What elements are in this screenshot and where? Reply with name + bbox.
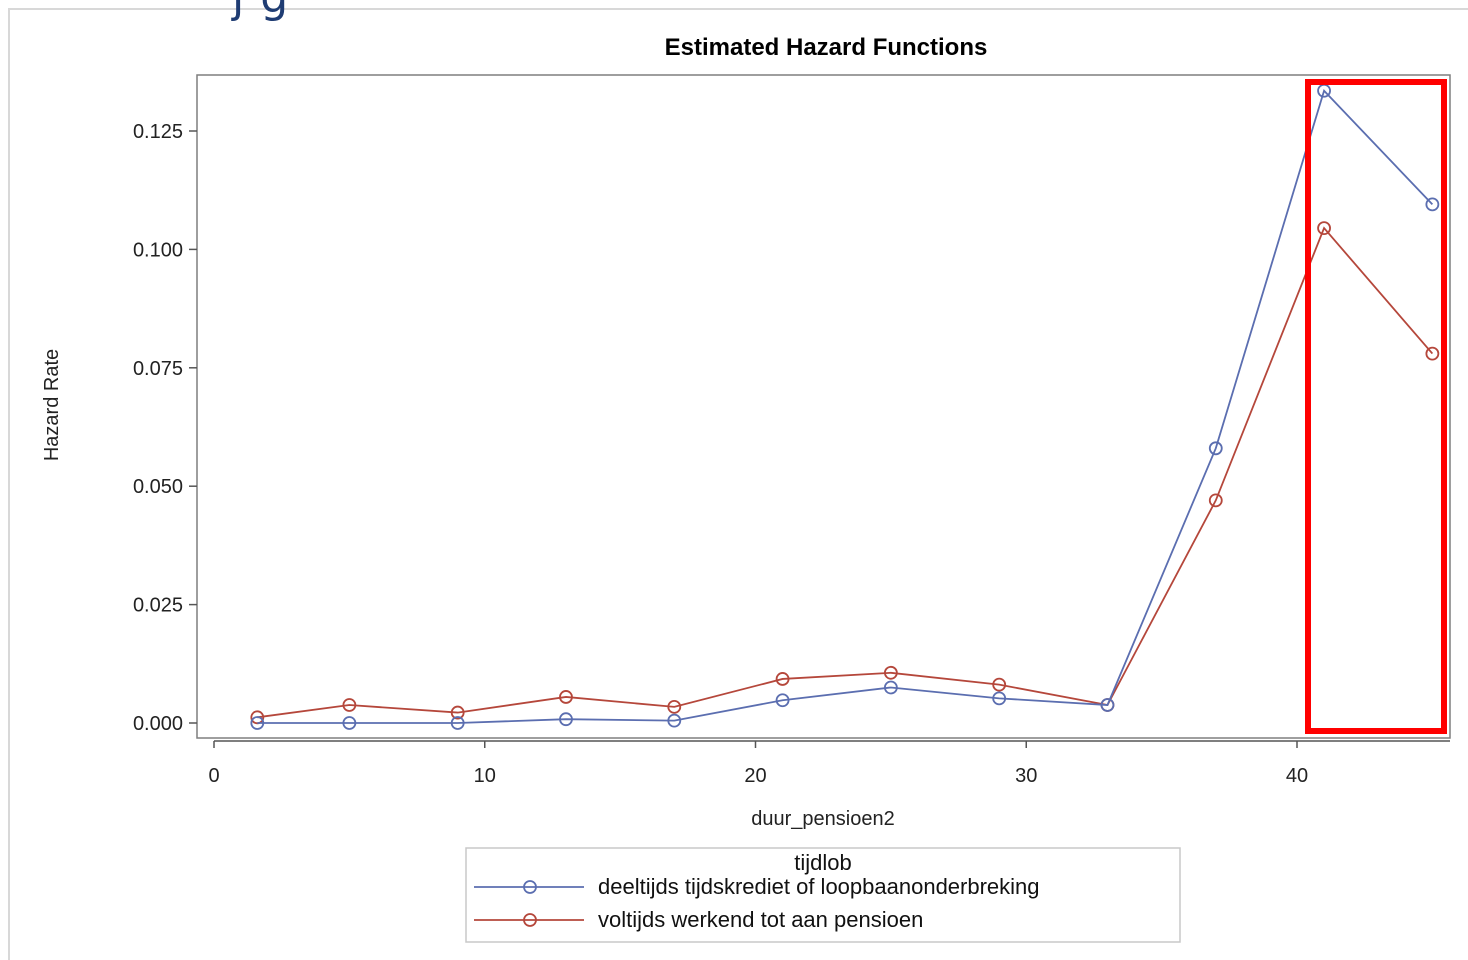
data-point <box>450 705 465 720</box>
series-line <box>257 89 1434 724</box>
x-axis-label: duur_pensioen2 <box>751 808 894 830</box>
x-tick-label: 20 <box>744 765 766 787</box>
data-point <box>883 680 898 695</box>
chart-title: Estimated Hazard Functions <box>665 34 988 61</box>
legend-label: deeltijds tijdskrediet of loopbaanonderb… <box>598 874 1040 899</box>
data-point <box>1208 493 1223 508</box>
data-point <box>250 716 265 730</box>
y-tick-label: 0.125 <box>133 121 183 143</box>
x-tick-label: 30 <box>1015 765 1037 787</box>
data-point <box>559 690 573 704</box>
legend-items: deeltijds tijdskrediet of loopbaanonderb… <box>474 874 1040 932</box>
y-tick-label: 0.050 <box>133 476 183 498</box>
highlight-box <box>1305 79 1447 734</box>
legend-box <box>465 847 1181 943</box>
data-point <box>1100 698 1115 712</box>
x-tick-label: 0 <box>208 765 219 787</box>
data-point <box>992 691 1007 706</box>
data-point <box>559 712 573 727</box>
data-point <box>1425 197 1440 212</box>
legend-label: voltijds werkend tot aan pensioen <box>598 907 923 932</box>
y-tick-label: 0.075 <box>133 358 183 380</box>
x-tick-label: 10 <box>474 765 496 787</box>
cropped-header-text: j g <box>232 0 289 23</box>
data-point <box>775 672 790 686</box>
y-tick-label: 0.025 <box>133 595 183 617</box>
x-axis: 0 10 20 30 40 <box>208 740 1450 787</box>
data-point <box>883 665 898 680</box>
series-layer <box>250 83 1440 730</box>
data-point <box>775 693 790 708</box>
data-point <box>1425 346 1440 361</box>
legend-marker <box>523 913 537 927</box>
y-tick-label: 0.000 <box>133 713 183 735</box>
data-point <box>667 713 682 728</box>
legend-title: tijdlob <box>794 850 851 875</box>
plot-area <box>196 74 1451 739</box>
data-point <box>1317 221 1331 235</box>
data-point <box>342 716 357 730</box>
data-point <box>1208 441 1223 456</box>
data-point <box>450 716 465 730</box>
data-point <box>342 698 357 712</box>
x-tick-label: 40 <box>1286 765 1308 787</box>
legend-marker <box>523 880 537 894</box>
y-axis-label: Hazard Rate <box>41 349 63 461</box>
legend: tijdlob deeltijds tijdskrediet of loopba… <box>465 847 1181 943</box>
data-point <box>992 677 1007 692</box>
y-axis: 0.000 0.025 0.050 0.075 0.100 0.125 <box>133 121 197 735</box>
y-tick-label: 0.100 <box>133 239 183 261</box>
series-line <box>257 226 1434 719</box>
data-point <box>667 699 682 714</box>
